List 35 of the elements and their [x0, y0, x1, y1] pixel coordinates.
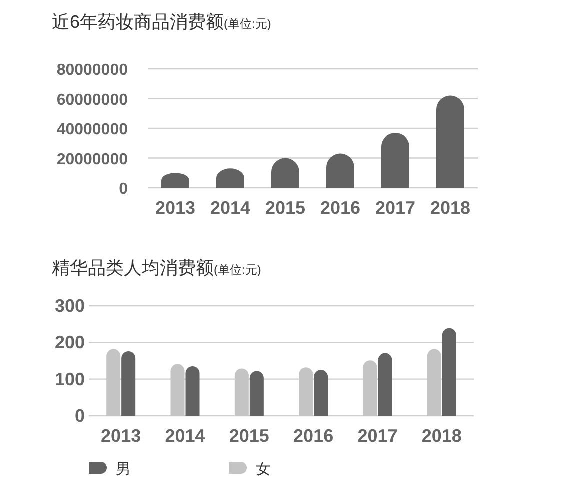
y-tick-label: 200	[54, 332, 85, 353]
x-tick-label: 2018	[430, 198, 471, 218]
x-tick-label: 2017	[358, 426, 398, 446]
x-tick-label: 2013	[155, 198, 196, 218]
y-tick-label: 80000000	[56, 62, 128, 79]
chart-title: 精华品类人均消费额	[52, 258, 214, 278]
x-tick-label: 2018	[422, 426, 462, 446]
y-tick-label: 0	[119, 181, 128, 198]
y-tick-label: 40000000	[56, 122, 128, 138]
bar	[378, 353, 392, 416]
y-tick-label: 100	[54, 369, 85, 390]
x-tick-label: 2016	[320, 198, 361, 218]
x-tick-label: 2014	[165, 426, 206, 446]
x-tick-label: 2013	[101, 426, 142, 446]
bar	[314, 370, 328, 416]
legend-label: 男	[116, 461, 131, 478]
y-tick-label: 300	[54, 296, 85, 316]
x-tick-label: 2017	[375, 198, 416, 218]
bar	[442, 328, 456, 416]
chart-title: 近6年药妆商品消费额	[52, 12, 224, 32]
y-tick-label: 20000000	[56, 151, 128, 168]
y-tick-label: 60000000	[56, 92, 128, 109]
bar	[382, 132, 410, 188]
chart-subtitle: (单位:元)	[214, 263, 262, 277]
x-tick-label: 2014	[210, 198, 251, 218]
bar	[436, 96, 464, 188]
x-tick-label: 2016	[294, 426, 334, 446]
bar	[186, 366, 200, 416]
bar	[250, 371, 264, 416]
x-tick-label: 2015	[265, 198, 306, 218]
y-tick-label: 0	[74, 406, 85, 426]
bar	[122, 351, 136, 416]
legend-label: 女	[256, 461, 271, 478]
x-tick-label: 2015	[229, 426, 270, 446]
chart-subtitle: (单位:元)	[224, 17, 272, 31]
